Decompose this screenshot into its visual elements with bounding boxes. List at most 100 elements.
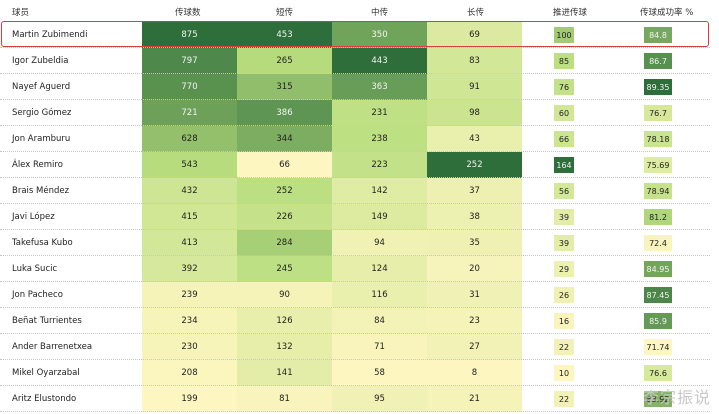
cell-succ-holder: 86.7 <box>606 48 710 74</box>
cell-passes: 239 <box>142 282 237 308</box>
cell-passes: 230 <box>142 334 237 360</box>
badge-prog: 60 <box>554 105 574 121</box>
cell-succ-holder: 85.9 <box>606 308 710 334</box>
cell-long: 43 <box>427 126 522 152</box>
cell-prog-holder: 66 <box>522 126 606 152</box>
row-divider <box>0 411 710 412</box>
cell-prog-holder: 29 <box>522 256 606 282</box>
cell-passes: 392 <box>142 256 237 282</box>
cell-short: 245 <box>237 256 332 282</box>
highlighted-row-frame <box>1 21 709 47</box>
cell-long: 35 <box>427 230 522 256</box>
cell-short: 81 <box>237 386 332 412</box>
badge-succ: 84.8 <box>644 27 672 43</box>
badge-prog: 22 <box>554 391 574 407</box>
cell-succ-holder: 72.4 <box>606 230 710 256</box>
table-row: Ander Barrenetxea 230 132 71 27 22 71.74 <box>0 334 719 360</box>
cell-long: 8 <box>427 360 522 386</box>
badge-prog: 66 <box>554 131 574 147</box>
badge-prog: 22 <box>554 339 574 355</box>
row-divider <box>0 99 710 100</box>
cell-passes: 432 <box>142 178 237 204</box>
cell-prog-holder: 22 <box>522 334 606 360</box>
cell-mid: 223 <box>332 152 427 178</box>
cell-prog-holder: 100 <box>522 22 606 48</box>
table-row: Brais Méndez 432 252 142 37 56 78.94 <box>0 178 719 204</box>
table-row: Sergio Gómez 721 386 231 98 60 76.7 <box>0 100 719 126</box>
badge-prog: 76 <box>554 79 574 95</box>
row-divider <box>0 385 710 386</box>
badge-prog: 100 <box>554 27 574 43</box>
cell-long: 21 <box>427 386 522 412</box>
table-row: Aritz Elustondo 199 81 95 21 22 83.92 <box>0 386 719 412</box>
cell-long: 27 <box>427 334 522 360</box>
cell-short: 284 <box>237 230 332 256</box>
badge-prog: 85 <box>554 53 574 69</box>
table-row: Beñat Turrientes 234 126 84 23 16 85.9 <box>0 308 719 334</box>
cell-passes: 415 <box>142 204 237 230</box>
player-name: Takefusa Kubo <box>12 238 73 248</box>
cell-short: 141 <box>237 360 332 386</box>
table-row: Igor Zubeldia 797 265 443 83 85 86.7 <box>0 48 719 74</box>
cell-short: 90 <box>237 282 332 308</box>
badge-succ: 76.6 <box>644 365 672 381</box>
cell-succ-holder: 83.92 <box>606 386 710 412</box>
table-row: Jon Pacheco 239 90 116 31 26 87.45 <box>0 282 719 308</box>
player-name: Nayef Aguerd <box>12 82 71 92</box>
cell-succ-holder: 87.45 <box>606 282 710 308</box>
table-row: Nayef Aguerd 770 315 363 91 76 89.35 <box>0 74 719 100</box>
table-row: Luka Sucic 392 245 124 20 29 84.95 <box>0 256 719 282</box>
cell-mid: 58 <box>332 360 427 386</box>
badge-prog: 16 <box>554 313 574 329</box>
cell-passes: 543 <box>142 152 237 178</box>
header-passes: 传球数 <box>175 8 201 18</box>
cell-mid: 116 <box>332 282 427 308</box>
table-row: Takefusa Kubo 413 284 94 35 39 72.4 <box>0 230 719 256</box>
player-name: Mikel Oyarzabal <box>12 368 80 378</box>
cell-passes: 199 <box>142 386 237 412</box>
cell-prog-holder: 85 <box>522 48 606 74</box>
header-mid: 中传 <box>371 8 389 18</box>
player-name: Martin Zubimendi <box>12 30 88 40</box>
cell-succ-holder: 78.18 <box>606 126 710 152</box>
cell-succ-holder: 84.95 <box>606 256 710 282</box>
badge-succ: 86.7 <box>644 53 672 69</box>
badge-succ: 81.2 <box>644 209 672 225</box>
cell-prog-holder: 22 <box>522 386 606 412</box>
cell-passes: 413 <box>142 230 237 256</box>
row-divider <box>0 307 710 308</box>
cell-passes: 721 <box>142 100 237 126</box>
cell-short: 315 <box>237 74 332 100</box>
cell-mid: 238 <box>332 126 427 152</box>
cell-long: 37 <box>427 178 522 204</box>
row-divider <box>0 125 710 126</box>
table-row: Mikel Oyarzabal 208 141 58 8 10 76.6 <box>0 360 719 386</box>
player-name: Jon Pacheco <box>12 290 63 300</box>
cell-mid: 443 <box>332 48 427 74</box>
header-success: 传球成功率 % <box>640 8 694 18</box>
cell-succ-holder: 71.74 <box>606 334 710 360</box>
cell-long: 20 <box>427 256 522 282</box>
cell-long: 98 <box>427 100 522 126</box>
player-name: Sergio Gómez <box>12 108 72 118</box>
cell-prog-holder: 164 <box>522 152 606 178</box>
header-player: 球员 <box>12 8 30 18</box>
cell-succ-holder: 81.2 <box>606 204 710 230</box>
row-divider <box>0 47 710 48</box>
row-divider <box>0 203 710 204</box>
badge-succ: 76.7 <box>644 105 672 121</box>
player-name: Brais Méndez <box>12 186 70 196</box>
badge-succ: 78.94 <box>644 183 672 199</box>
player-name: Igor Zubeldia <box>12 56 69 66</box>
player-name: Álex Remiro <box>12 160 63 170</box>
cell-succ-holder: 78.94 <box>606 178 710 204</box>
badge-prog: 56 <box>554 183 574 199</box>
cell-succ-holder: 76.7 <box>606 100 710 126</box>
cell-prog-holder: 10 <box>522 360 606 386</box>
cell-short: 252 <box>237 178 332 204</box>
player-name: Beñat Turrientes <box>12 316 82 326</box>
cell-passes: 797 <box>142 48 237 74</box>
cell-succ-holder: 89.35 <box>606 74 710 100</box>
cell-mid: 363 <box>332 74 427 100</box>
cell-short: 265 <box>237 48 332 74</box>
